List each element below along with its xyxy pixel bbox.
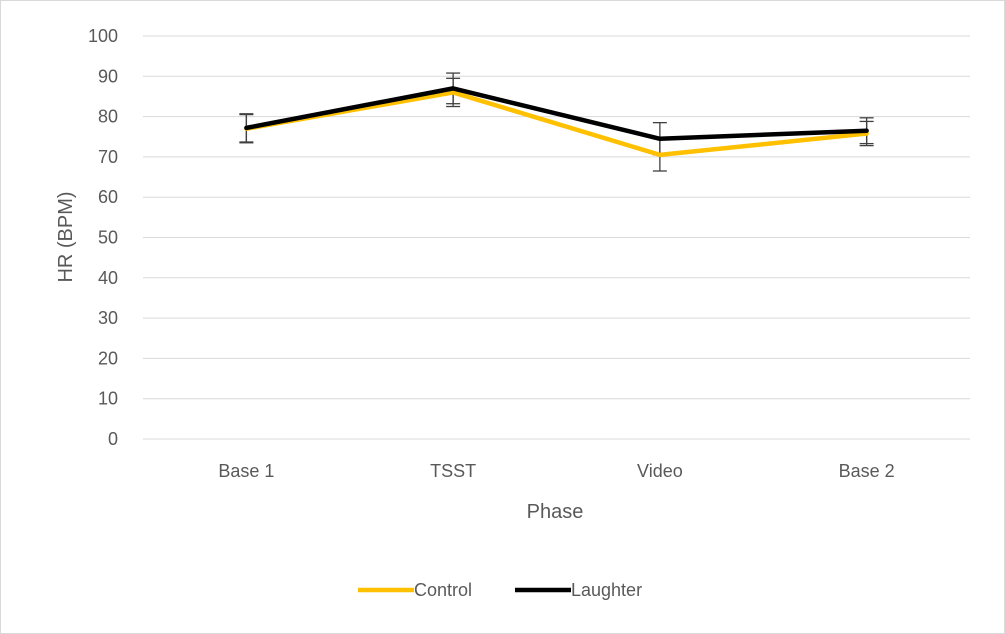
y-axis-title: HR (BPM)	[55, 191, 77, 282]
legend: Control Laughter	[358, 580, 642, 600]
y-tick-label: 10	[98, 389, 118, 409]
series-line-laughter	[244, 86, 869, 142]
legend-item-laughter: Laughter	[515, 580, 642, 600]
y-tick-label: 100	[88, 26, 118, 46]
y-tick-label: 30	[98, 308, 118, 328]
legend-label: Laughter	[571, 580, 642, 600]
y-tick-label: 50	[98, 228, 118, 248]
x-tick-label: Base 1	[218, 461, 274, 481]
x-tick-label: Video	[637, 461, 683, 481]
y-tick-label: 90	[98, 66, 118, 86]
y-tick-label: 80	[98, 107, 118, 127]
series-line-control	[244, 90, 869, 158]
y-tick-label: 0	[108, 429, 118, 449]
gridlines	[143, 35, 970, 440]
x-tick-label: Base 2	[839, 461, 895, 481]
x-tick-label: TSST	[430, 461, 476, 481]
legend-item-control: Control	[358, 580, 472, 600]
y-tick-label: 60	[98, 187, 118, 207]
y-tick-label: 70	[98, 147, 118, 167]
y-axis-ticks: 0 10 20 30 40 50 60 70 80 90 100	[88, 26, 118, 449]
y-tick-label: 20	[98, 348, 118, 368]
x-axis-ticks: Base 1 TSST Video Base 2	[218, 461, 894, 481]
legend-label: Control	[414, 580, 472, 600]
series-layer	[239, 72, 874, 172]
y-tick-label: 40	[98, 268, 118, 288]
x-axis-title: Phase	[527, 501, 584, 523]
